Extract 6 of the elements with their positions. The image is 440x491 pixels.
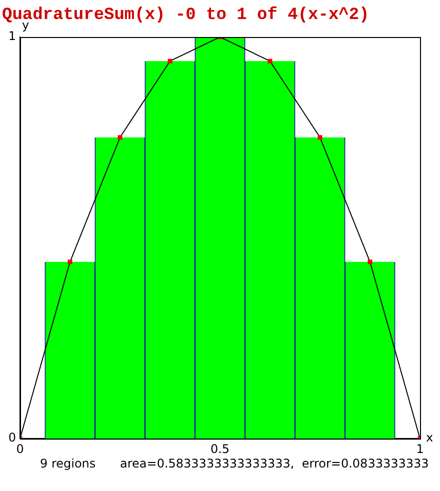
x-tick-label: 0.5 bbox=[210, 442, 230, 456]
x-tick-label: 1 bbox=[416, 442, 424, 456]
y-axis-title: y bbox=[22, 18, 30, 32]
text: 9 regions bbox=[40, 456, 96, 471]
text: area=0.5833333333333333, error=0.0833333333 bbox=[120, 456, 429, 471]
x-axis-title: x bbox=[426, 430, 434, 445]
